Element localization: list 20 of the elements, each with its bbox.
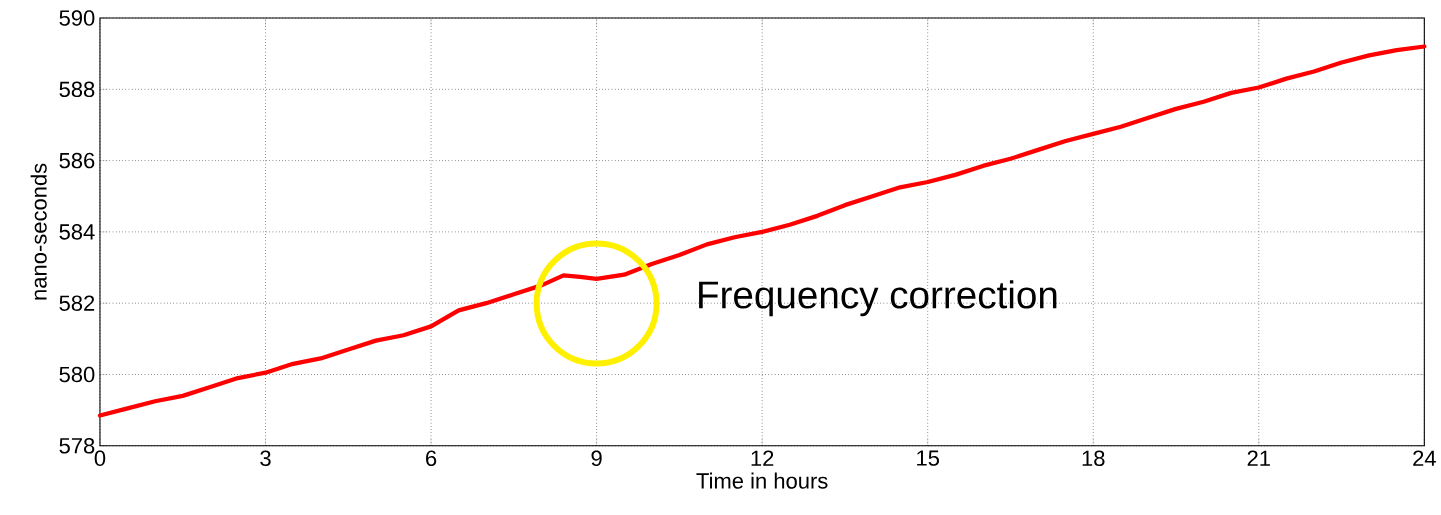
x-tick-label: 24 [1413,450,1436,466]
y-tick-label: 586 [59,152,95,169]
x-tick-label: 0 [94,450,106,467]
x-axis-title: Time in hours [696,472,828,489]
x-tick-label: 12 [751,450,774,466]
line-series [97,44,1427,418]
x-tick-label: 9 [591,450,602,467]
y-tick-label: 580 [59,366,95,383]
x-tick-label: 18 [1082,450,1105,467]
x-tick-label: 6 [426,450,437,467]
y-tick-label: 582 [59,295,95,312]
y-tick-label: 590 [59,10,95,26]
annotation: Frequency correction [699,280,1057,317]
x-tick-label: 21 [1247,450,1270,466]
y-tick-label: 584 [59,224,95,240]
x-tick-label: 3 [260,450,271,467]
x-tick-label: 15 [917,450,939,466]
y-axis-title: nano-seconds [30,163,47,300]
y-tick-label: 578 [59,438,95,454]
y-tick-label: 588 [59,81,95,98]
